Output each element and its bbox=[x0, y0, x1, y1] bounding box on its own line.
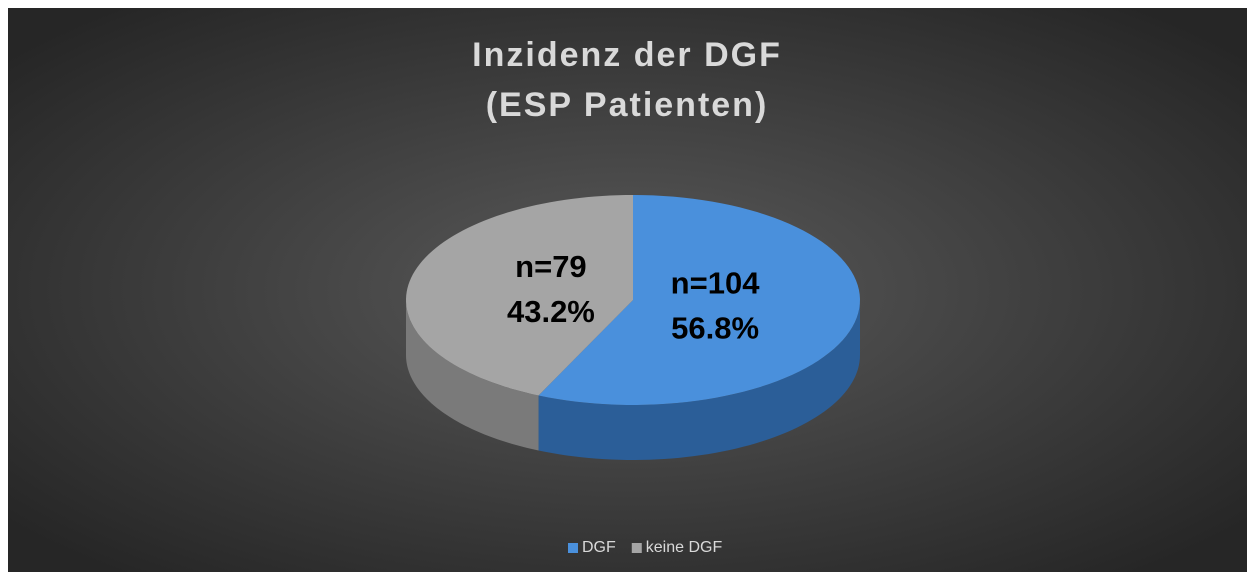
legend: DGF keine DGF bbox=[568, 539, 722, 556]
slice bbox=[538, 195, 860, 405]
percent-label: 56.8% bbox=[671, 310, 759, 345]
data-label: n=79 bbox=[515, 249, 587, 284]
chart-subtitle: (ESP Patienten) bbox=[486, 86, 769, 124]
legend-label: DGF bbox=[582, 539, 616, 556]
slice-side bbox=[406, 300, 539, 451]
slice-side bbox=[538, 300, 860, 460]
legend-swatch bbox=[568, 543, 578, 553]
legend-swatch bbox=[631, 543, 642, 553]
chart-title: Inzidenz der DGF bbox=[472, 36, 782, 74]
slice bbox=[406, 195, 633, 396]
data-label: n=104 bbox=[671, 265, 761, 300]
pie: n=104 56.8% n=79 43.2% bbox=[406, 195, 860, 460]
legend-label: keine DGF bbox=[646, 539, 723, 556]
percent-label: 43.2% bbox=[507, 294, 595, 329]
